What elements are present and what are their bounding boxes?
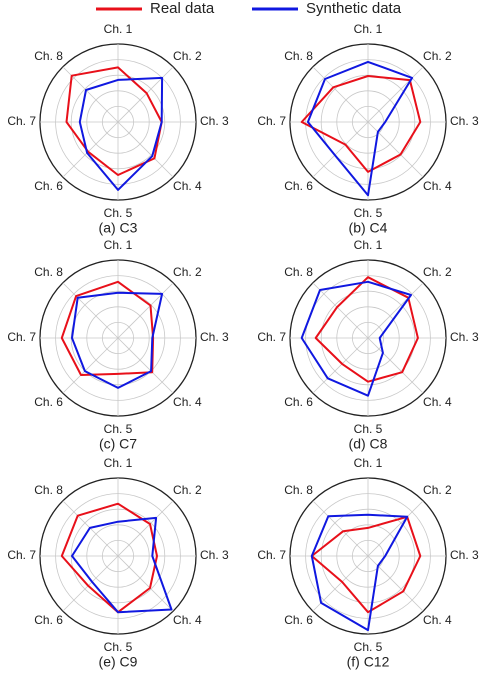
series-line (314, 276, 419, 383)
axis-label: Ch. 6 (284, 179, 313, 193)
axis-label: Ch. 7 (257, 548, 286, 562)
chart-caption: (f) C12 (347, 654, 390, 670)
axis-label: Ch. 3 (450, 330, 479, 344)
axis-label: Ch. 2 (423, 49, 452, 63)
chart-caption: (c) C7 (99, 436, 137, 452)
chart-caption: (d) C8 (349, 436, 388, 452)
axis-label: Ch. 7 (257, 114, 286, 128)
axis-label: Ch. 1 (354, 22, 383, 36)
axis-label: Ch. 6 (34, 179, 63, 193)
axis-label: Ch. 2 (173, 49, 202, 63)
chart-caption: (b) C4 (349, 220, 388, 236)
axis-label: Ch. 1 (104, 238, 133, 252)
axis-label: Ch. 8 (34, 49, 63, 63)
axis-label: Ch. 1 (104, 22, 133, 36)
spoke (367, 337, 424, 394)
spoke (117, 121, 174, 178)
spoke (117, 66, 174, 123)
series-line (310, 513, 409, 632)
axis-label: Ch. 7 (257, 330, 286, 344)
axis-label: Ch. 3 (450, 114, 479, 128)
axis-label: Ch. 3 (200, 330, 229, 344)
series-line (306, 60, 414, 197)
spoke (62, 121, 119, 178)
chart-caption: (e) C9 (99, 654, 138, 670)
spoke (312, 555, 369, 612)
axis-label: Ch. 4 (173, 613, 202, 627)
axis-label: Ch. 8 (284, 49, 313, 63)
spoke (367, 555, 424, 612)
legend-label: Real data (150, 0, 215, 17)
series-line (71, 291, 164, 389)
spoke (312, 121, 369, 178)
spoke (117, 337, 174, 394)
spoke (117, 282, 174, 339)
spoke (312, 500, 369, 557)
axis-label: Ch. 5 (104, 422, 133, 436)
axis-label: Ch. 2 (173, 265, 202, 279)
axis-label: Ch. 6 (34, 613, 63, 627)
axis-label: Ch. 1 (104, 456, 133, 470)
legend-label: Synthetic data (306, 0, 402, 17)
axis-label: Ch. 4 (173, 395, 202, 409)
axis-label: Ch. 5 (354, 206, 383, 220)
axis-label: Ch. 8 (284, 265, 313, 279)
spoke (62, 282, 119, 339)
spoke (117, 555, 174, 612)
series-line (60, 280, 155, 376)
axis-label: Ch. 8 (34, 483, 63, 497)
axis-label: Ch. 6 (34, 395, 63, 409)
axis-label: Ch. 4 (423, 395, 452, 409)
axis-label: Ch. 7 (7, 330, 36, 344)
series-line (300, 75, 422, 173)
axis-label: Ch. 2 (423, 483, 452, 497)
axis-label: Ch. 1 (354, 238, 383, 252)
spoke (367, 282, 424, 339)
spoke (312, 66, 369, 123)
axis-label: Ch. 1 (354, 456, 383, 470)
axis-label: Ch. 2 (423, 265, 452, 279)
axis-label: Ch. 8 (284, 483, 313, 497)
axis-label: Ch. 3 (200, 114, 229, 128)
axis-label: Ch. 5 (104, 640, 133, 654)
axis-label: Ch. 7 (7, 114, 36, 128)
series-line (300, 280, 412, 397)
axis-label: Ch. 4 (423, 613, 452, 627)
axis-label: Ch. 6 (284, 613, 313, 627)
axis-label: Ch. 4 (423, 179, 452, 193)
series-line (65, 66, 163, 176)
axis-label: Ch. 5 (354, 422, 383, 436)
spoke (367, 66, 424, 123)
axis-label: Ch. 4 (173, 179, 202, 193)
axis-label: Ch. 2 (173, 483, 202, 497)
spoke (312, 282, 369, 339)
series-line (310, 515, 422, 614)
series-line (78, 76, 164, 191)
axis-label: Ch. 6 (284, 395, 313, 409)
chart-caption: (a) C3 (99, 220, 138, 236)
axis-label: Ch. 5 (104, 206, 133, 220)
axis-label: Ch. 7 (7, 548, 36, 562)
axis-label: Ch. 3 (450, 548, 479, 562)
spoke (312, 337, 369, 394)
spoke (62, 555, 119, 612)
spoke (117, 500, 174, 557)
spoke (367, 500, 424, 557)
series-line (71, 516, 173, 614)
spoke (62, 337, 119, 394)
axis-label: Ch. 8 (34, 265, 63, 279)
axis-label: Ch. 5 (354, 640, 383, 654)
axis-label: Ch. 3 (200, 548, 229, 562)
